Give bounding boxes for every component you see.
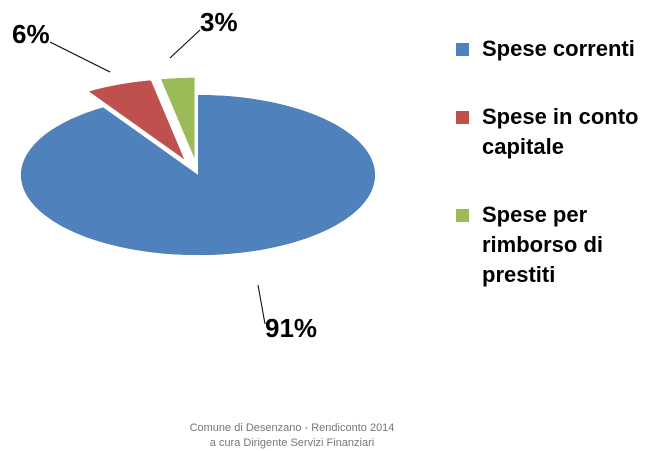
legend-label: Spese per rimborso di prestiti bbox=[482, 202, 604, 287]
legend-swatch bbox=[456, 111, 469, 124]
legend-item: Spese per rimborso di prestiti bbox=[456, 200, 654, 290]
legend-label: Spese in conto capitale bbox=[482, 104, 639, 159]
legend-swatch bbox=[456, 43, 469, 56]
leader-line bbox=[257, 284, 266, 325]
legend-item: Spese in conto capitale bbox=[456, 102, 654, 162]
data-label: 3% bbox=[200, 7, 238, 37]
slice bbox=[89, 80, 185, 160]
slice bbox=[161, 77, 195, 158]
pie: 91% 6% 3% bbox=[12, 7, 375, 343]
legend-swatch bbox=[456, 209, 469, 222]
data-label: 6% bbox=[12, 19, 50, 49]
legend: Spese correnti Spese in conto capitale Spe… bbox=[456, 34, 646, 328]
data-label: 91% bbox=[265, 313, 317, 343]
footer-line: a cura Dirigente Servizi Finanziari bbox=[210, 437, 374, 449]
footer-line: Comune di Desenzano - Rendiconto 2014 bbox=[190, 422, 395, 434]
legend-label: Spese correnti bbox=[482, 36, 635, 61]
slice bbox=[21, 95, 375, 255]
legend-item: Spese correnti bbox=[456, 34, 654, 64]
leader-line bbox=[49, 41, 111, 73]
leader-line bbox=[169, 29, 201, 59]
